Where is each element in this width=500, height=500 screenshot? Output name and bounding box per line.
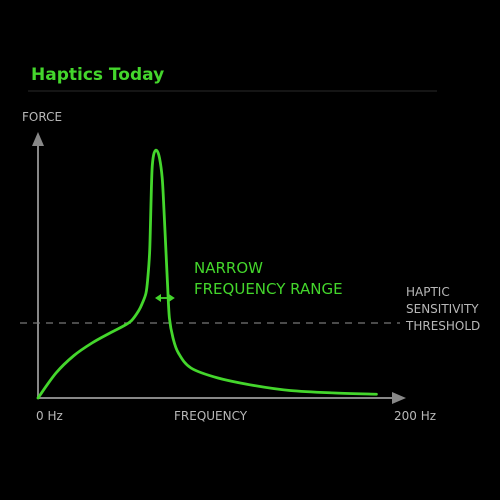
y-axis-arrow [32,132,44,146]
annotation-line-1: NARROW [194,259,263,277]
x-tick-label-end: 200 Hz [394,409,436,423]
annotation-line-2: FREQUENCY RANGE [194,280,343,298]
threshold-label-line-1: HAPTIC [406,285,450,299]
chart-title: Haptics Today [31,65,164,85]
y-axis-label: FORCE [22,110,62,124]
x-axis-arrow [392,392,406,404]
x-tick-label-start: 0 Hz [36,409,63,423]
range-marker-arrow-right [168,294,175,302]
threshold-label-line-2: SENSITIVITY [406,302,479,316]
range-marker-arrow-left [155,294,161,302]
x-axis-label: FREQUENCY [174,409,248,423]
force-frequency-curve [36,148,378,400]
frequency-range-marker [155,294,175,302]
threshold-label-line-3: THRESHOLD [405,319,480,333]
